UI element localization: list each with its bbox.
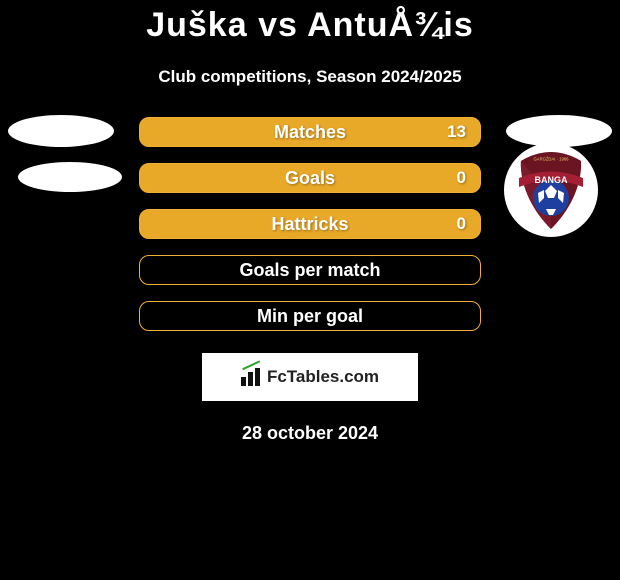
club-badge-text: BANGA — [535, 175, 568, 185]
stat-bar: Matches 13 — [139, 117, 481, 147]
stat-row-mpg: Min per goal — [0, 301, 620, 331]
stat-bar: Goals per match — [139, 255, 481, 285]
stat-label: Hattricks — [271, 214, 348, 235]
brand-text: FcTables.com — [267, 367, 379, 387]
stat-label: Goals — [285, 168, 335, 189]
left-ghost-ellipse-1 — [8, 115, 114, 147]
stat-value: 13 — [447, 122, 466, 142]
stat-label: Matches — [274, 122, 346, 143]
stat-label: Min per goal — [257, 306, 363, 327]
page-title: Juška vs AntuÅ¾is — [0, 0, 620, 45]
stat-bar: Goals 0 — [139, 163, 481, 193]
stat-label: Goals per match — [239, 260, 380, 281]
stat-row-matches: Matches 13 — [0, 117, 620, 147]
bar-chart-icon — [241, 368, 263, 386]
stat-value: 0 — [457, 168, 466, 188]
stat-row-gpm: Goals per match — [0, 255, 620, 285]
club-badge-ring-text: GARGŽDAI · 1966 — [534, 157, 570, 162]
left-ghost-ellipse-2 — [18, 162, 122, 192]
stat-bar: Hattricks 0 — [139, 209, 481, 239]
stat-row-hattricks: Hattricks 0 — [0, 209, 620, 239]
stat-bar: Min per goal — [139, 301, 481, 331]
brand-box[interactable]: FcTables.com — [202, 353, 418, 401]
subtitle: Club competitions, Season 2024/2025 — [0, 67, 620, 87]
stat-row-goals: Goals 0 BANGA GARGŽDAI · 1966 — [0, 163, 620, 193]
right-ghost-ellipse-1 — [506, 115, 612, 147]
stat-value: 0 — [457, 214, 466, 234]
date-text: 28 october 2024 — [0, 423, 620, 444]
